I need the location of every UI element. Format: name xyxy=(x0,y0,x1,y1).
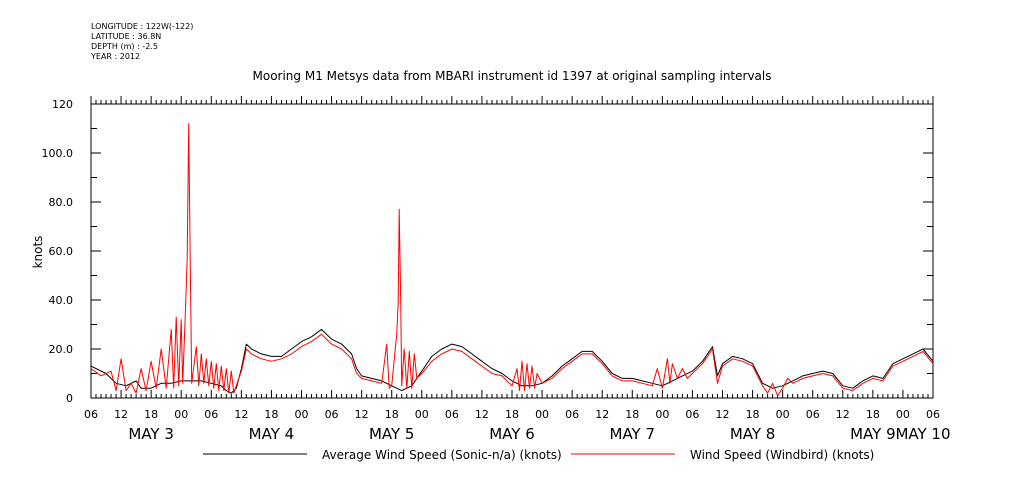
y-tick-label: 60.0 xyxy=(49,245,74,258)
x-hour-label: 18 xyxy=(264,408,278,421)
series-line-average-wind-speed xyxy=(90,328,934,394)
station-metadata: LONGITUDE : 122W(-122) LATITUDE : 36.8N … xyxy=(91,22,193,62)
x-hour-label: 12 xyxy=(234,408,248,421)
x-hour-label: 12 xyxy=(836,408,850,421)
x-day-label: MAY 4 xyxy=(249,425,295,443)
x-day-label: MAY 6 xyxy=(489,425,535,443)
legend-label-average-wind: Average Wind Speed (Sonic-n/a) (knots) xyxy=(322,448,562,462)
latitude-text: LATITUDE : 36.8N xyxy=(91,32,162,41)
x-hour-label: 12 xyxy=(475,408,489,421)
x-hour-label: 12 xyxy=(355,408,369,421)
x-hour-label: 18 xyxy=(144,408,158,421)
x-hour-label: 00 xyxy=(776,408,790,421)
x-hour-label: 06 xyxy=(926,408,940,421)
x-hour-label: 06 xyxy=(445,408,459,421)
x-hour-label: 00 xyxy=(896,408,910,421)
x-day-label: MAY 5 xyxy=(369,425,415,443)
x-hour-label: 00 xyxy=(415,408,429,421)
x-hour-label: 06 xyxy=(204,408,218,421)
x-hour-label: 06 xyxy=(565,408,579,421)
y-tick-label: 80.0 xyxy=(49,196,74,209)
x-hour-label: 18 xyxy=(505,408,519,421)
x-hour-label: 00 xyxy=(655,408,669,421)
x-hour-label: 06 xyxy=(325,408,339,421)
x-day-label: MAY 3 xyxy=(128,425,174,443)
year-text: YEAR : 2012 xyxy=(91,52,141,61)
x-hour-label: 00 xyxy=(295,408,309,421)
x-day-label: MAY 8 xyxy=(730,425,776,443)
x-day-label: MAY 10 xyxy=(895,425,950,443)
x-hour-label: 18 xyxy=(385,408,399,421)
x-day-label: MAY 7 xyxy=(610,425,656,443)
x-hour-label: 06 xyxy=(806,408,820,421)
series-line-windbird-wind-speed xyxy=(90,123,934,397)
x-hour-label: 12 xyxy=(716,408,730,421)
longitude-text: LONGITUDE : 122W(-122) xyxy=(91,22,194,31)
series-lines xyxy=(90,123,934,397)
legend: Average Wind Speed (Sonic-n/a) (knots) W… xyxy=(203,448,874,462)
x-hour-label: 06 xyxy=(84,408,98,421)
y-tick-label: 120 xyxy=(52,98,73,111)
y-tick-label: 40.0 xyxy=(49,294,74,307)
plot-frame xyxy=(90,103,934,399)
legend-label-windbird: Wind Speed (Windbird) (knots) xyxy=(690,448,874,462)
x-hour-label: 12 xyxy=(595,408,609,421)
x-hour-label: 18 xyxy=(746,408,760,421)
y-tick-label: 100.0 xyxy=(42,147,74,160)
chart-title: Mooring M1 Metsys data from MBARI instru… xyxy=(253,69,772,83)
y-axis-label: knots xyxy=(31,236,45,269)
y-axis: 0 20.0 40.0 60.0 80.0 100.0 120 xyxy=(42,98,933,405)
x-hour-label: 06 xyxy=(685,408,699,421)
x-axis: 06 12 18 00 06 12 18 00 06 12 18 00 06 12 18 00 06 12 18 00… xyxy=(84,96,951,443)
y-tick-label: 20.0 xyxy=(49,343,74,356)
x-hour-label: 00 xyxy=(535,408,549,421)
y-tick-label: 0 xyxy=(66,392,73,405)
depth-text: DEPTH (m) : -2.5 xyxy=(91,42,158,51)
x-hour-label: 00 xyxy=(174,408,188,421)
x-day-label: MAY 9 xyxy=(850,425,896,443)
x-hour-label: 18 xyxy=(625,408,639,421)
x-hour-label: 12 xyxy=(114,408,128,421)
x-hour-label: 18 xyxy=(866,408,880,421)
